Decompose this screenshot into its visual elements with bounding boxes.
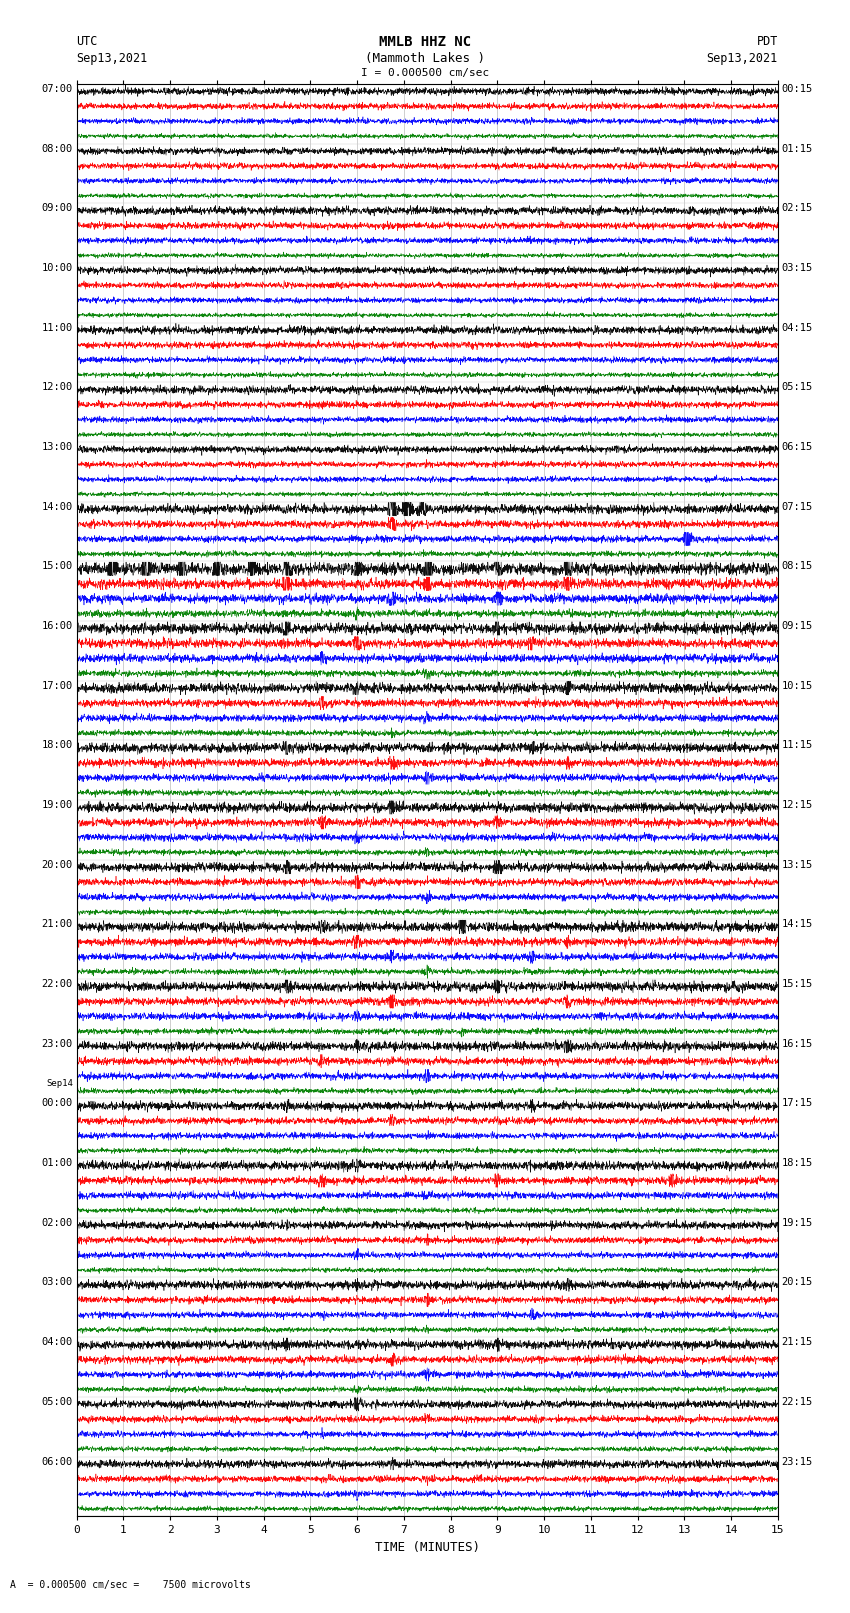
Text: 22:00: 22:00 — [42, 979, 73, 989]
Text: 11:15: 11:15 — [781, 740, 813, 750]
Text: 21:00: 21:00 — [42, 919, 73, 929]
Text: 03:00: 03:00 — [42, 1277, 73, 1287]
X-axis label: TIME (MINUTES): TIME (MINUTES) — [375, 1540, 479, 1553]
Text: PDT: PDT — [756, 35, 778, 48]
Text: 13:15: 13:15 — [781, 860, 813, 869]
Text: 23:00: 23:00 — [42, 1039, 73, 1048]
Text: 11:00: 11:00 — [42, 323, 73, 332]
Text: I = 0.000500 cm/sec: I = 0.000500 cm/sec — [361, 68, 489, 77]
Text: 16:15: 16:15 — [781, 1039, 813, 1048]
Text: UTC: UTC — [76, 35, 98, 48]
Text: 17:00: 17:00 — [42, 681, 73, 690]
Text: 22:15: 22:15 — [781, 1397, 813, 1407]
Text: 20:00: 20:00 — [42, 860, 73, 869]
Text: (Mammoth Lakes ): (Mammoth Lakes ) — [365, 52, 485, 65]
Text: Sep13,2021: Sep13,2021 — [76, 52, 148, 65]
Text: 17:15: 17:15 — [781, 1098, 813, 1108]
Text: 14:00: 14:00 — [42, 502, 73, 511]
Text: 04:15: 04:15 — [781, 323, 813, 332]
Text: 18:15: 18:15 — [781, 1158, 813, 1168]
Text: 01:00: 01:00 — [42, 1158, 73, 1168]
Text: 12:15: 12:15 — [781, 800, 813, 810]
Text: 23:15: 23:15 — [781, 1457, 813, 1466]
Text: 08:00: 08:00 — [42, 144, 73, 153]
Text: 16:00: 16:00 — [42, 621, 73, 631]
Text: 14:15: 14:15 — [781, 919, 813, 929]
Text: 08:15: 08:15 — [781, 561, 813, 571]
Text: 10:00: 10:00 — [42, 263, 73, 273]
Text: 09:00: 09:00 — [42, 203, 73, 213]
Text: Sep13,2021: Sep13,2021 — [706, 52, 778, 65]
Text: 07:15: 07:15 — [781, 502, 813, 511]
Text: 03:15: 03:15 — [781, 263, 813, 273]
Text: 20:15: 20:15 — [781, 1277, 813, 1287]
Text: 02:15: 02:15 — [781, 203, 813, 213]
Text: 05:15: 05:15 — [781, 382, 813, 392]
Text: 06:00: 06:00 — [42, 1457, 73, 1466]
Text: 01:15: 01:15 — [781, 144, 813, 153]
Text: 12:00: 12:00 — [42, 382, 73, 392]
Text: 19:00: 19:00 — [42, 800, 73, 810]
Text: 19:15: 19:15 — [781, 1218, 813, 1227]
Text: 05:00: 05:00 — [42, 1397, 73, 1407]
Text: Sep14: Sep14 — [46, 1079, 73, 1089]
Text: 06:15: 06:15 — [781, 442, 813, 452]
Text: 13:00: 13:00 — [42, 442, 73, 452]
Text: 02:00: 02:00 — [42, 1218, 73, 1227]
Text: 15:00: 15:00 — [42, 561, 73, 571]
Text: 15:15: 15:15 — [781, 979, 813, 989]
Text: 04:00: 04:00 — [42, 1337, 73, 1347]
Text: 00:15: 00:15 — [781, 84, 813, 94]
Text: 09:15: 09:15 — [781, 621, 813, 631]
Text: 18:00: 18:00 — [42, 740, 73, 750]
Text: 21:15: 21:15 — [781, 1337, 813, 1347]
Text: 10:15: 10:15 — [781, 681, 813, 690]
Text: A  = 0.000500 cm/sec =    7500 microvolts: A = 0.000500 cm/sec = 7500 microvolts — [10, 1581, 251, 1590]
Text: 00:00: 00:00 — [42, 1098, 73, 1108]
Text: 07:00: 07:00 — [42, 84, 73, 94]
Text: MMLB HHZ NC: MMLB HHZ NC — [379, 35, 471, 50]
